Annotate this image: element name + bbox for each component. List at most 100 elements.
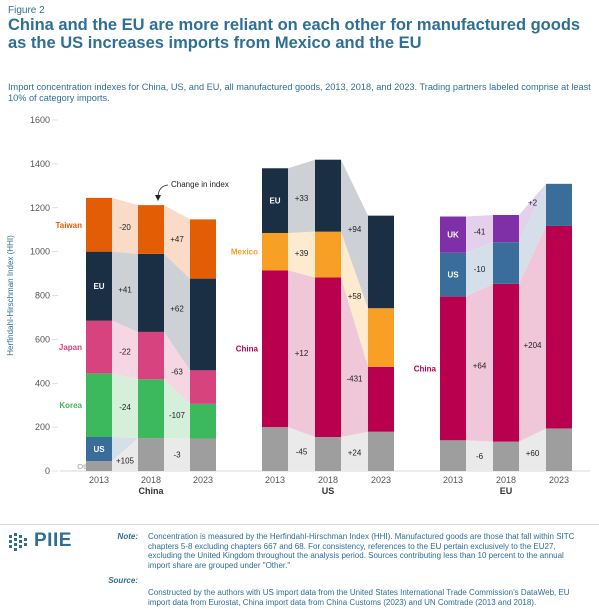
change-label: -63 <box>171 367 183 376</box>
connector-band-taiwan <box>112 197 138 254</box>
bar-segment-eu-2013-uk <box>440 216 466 253</box>
bar-segment-china-2013-korea <box>86 373 112 437</box>
bar-segment-us-2013-mexico <box>262 232 288 271</box>
bar-segment-us-2023-mexico <box>368 308 394 367</box>
bar-segment-eu-2013-us <box>440 252 466 297</box>
change-label: +39 <box>295 249 309 258</box>
connector-band-other <box>164 438 190 471</box>
connector-band-other <box>112 438 138 471</box>
bar-segment-china-2018-korea <box>138 379 164 439</box>
bar-segment-china-2023-japan <box>190 370 216 404</box>
bar-segment-china-2013-japan <box>86 320 112 374</box>
segment-label-japan: Japan <box>59 343 82 352</box>
y-tick-label: 600 <box>35 334 50 344</box>
x-tick-label: 2013 <box>443 475 463 485</box>
change-label: -10 <box>474 265 486 274</box>
x-tick-label: 2023 <box>193 475 213 485</box>
bar-segment-china-2013-eu <box>86 251 112 321</box>
connector-band-eu <box>164 253 190 371</box>
piie-logo: PIIE <box>8 530 72 552</box>
connector-band-mexico <box>288 231 315 278</box>
segment-label-us: US <box>93 445 105 454</box>
x-tick-label: 2018 <box>318 475 338 485</box>
change-label: +12 <box>295 349 309 358</box>
bar-segment-eu-2013-other <box>440 440 466 471</box>
y-tick-label: 1400 <box>30 159 50 169</box>
connector-band-japan <box>164 331 190 404</box>
bar-segment-us-2013-china <box>262 270 288 428</box>
segment-label-eu: EU <box>93 282 104 291</box>
y-tick-label: 200 <box>35 422 50 432</box>
connector-band-mexico <box>341 231 368 367</box>
y-tick-label: 400 <box>35 378 50 388</box>
note-text: Concentration is measured by the Herfind… <box>148 532 575 570</box>
bar-segment-china-2018-eu <box>138 253 164 332</box>
connector-band-china <box>466 283 493 442</box>
x-tick-label: 2023 <box>371 475 391 485</box>
connector-band-eu <box>288 159 315 233</box>
connector-band-korea <box>112 373 138 439</box>
connector-band-eu <box>341 159 368 309</box>
change-label: -24 <box>119 403 131 412</box>
connector-band-eu <box>112 251 138 332</box>
chart-svg: 0 200 400 600 800 1000 1200 1400 1600 Herfindahl-… <box>6 115 590 496</box>
annotation-arrowhead <box>155 195 161 201</box>
annotation-text: Change in index <box>171 180 229 189</box>
change-label: +94 <box>348 225 362 234</box>
segment-label-us: US <box>447 271 459 280</box>
change-label: -45 <box>296 448 308 457</box>
bar-segment-eu-2023-other <box>546 428 572 471</box>
change-label: +24 <box>348 449 362 458</box>
connector-band-us <box>519 183 546 284</box>
segment-label-eu: EU <box>269 197 280 206</box>
y-tick-label: 0 <box>45 466 50 476</box>
connector-band-us <box>466 242 493 297</box>
bar-segment-eu-2023-china <box>546 225 572 429</box>
change-label: -41 <box>474 228 486 237</box>
bar-segment-eu-2018-other <box>493 441 519 471</box>
change-label: -6 <box>476 452 484 461</box>
chart-subtitle: Import concentration indexes for China, … <box>8 82 591 103</box>
figure-label: Figure 2 <box>8 5 45 16</box>
segment-label-taiwan: Taiwan <box>55 221 82 230</box>
bar-segment-us-2023-eu <box>368 215 394 309</box>
connector-band-korea <box>164 379 190 439</box>
source-text: Constructed by the authors with US impor… <box>148 588 570 607</box>
bar-segment-us-2018-other <box>315 436 341 471</box>
connector-band-other <box>288 427 315 471</box>
bar-segment-eu-2023-us <box>546 183 572 226</box>
bar-segment-eu-2018-us <box>493 242 519 284</box>
bar-segment-us-2013-eu <box>262 168 288 233</box>
chart-title: China and the EU are more reliant on eac… <box>8 16 581 52</box>
change-label: +47 <box>170 235 184 244</box>
group-label-eu: EU <box>500 486 513 496</box>
bar-segment-eu-2018-uk <box>493 214 519 243</box>
bar-segment-china-2013-taiwan <box>86 197 112 252</box>
bar-segment-us-2023-china <box>368 366 394 432</box>
change-label: -22 <box>119 347 131 356</box>
note-label: Note: <box>117 532 138 541</box>
connector-band-other <box>341 431 368 471</box>
bar-segment-china-2023-eu <box>190 278 216 371</box>
x-tick-label: 2023 <box>549 475 569 485</box>
connector-band-japan <box>112 320 138 380</box>
segment-label-uk: UK <box>447 231 459 240</box>
bar-segment-eu-2013-china <box>440 296 466 441</box>
change-label: -3 <box>173 451 181 460</box>
y-tick-label: 1200 <box>30 203 50 213</box>
x-tick-label: 2018 <box>496 475 516 485</box>
connector-band-china <box>519 225 546 442</box>
change-label: -107 <box>169 411 186 420</box>
bar-segment-china-2013-us <box>86 436 112 462</box>
segment-label-other: Other <box>77 462 96 471</box>
bar-segment-us-2013-other <box>262 427 288 471</box>
source-label: Source: <box>108 576 138 585</box>
change-label: +33 <box>295 194 309 203</box>
change-label: +105 <box>116 456 135 465</box>
change-label: +60 <box>526 449 540 458</box>
change-label: -20 <box>119 223 131 232</box>
bar-segment-china-2023-korea <box>190 403 216 439</box>
piie-logo-icon <box>9 533 27 551</box>
bar-segment-us-2023-other <box>368 431 394 471</box>
change-label: +204 <box>523 341 542 350</box>
